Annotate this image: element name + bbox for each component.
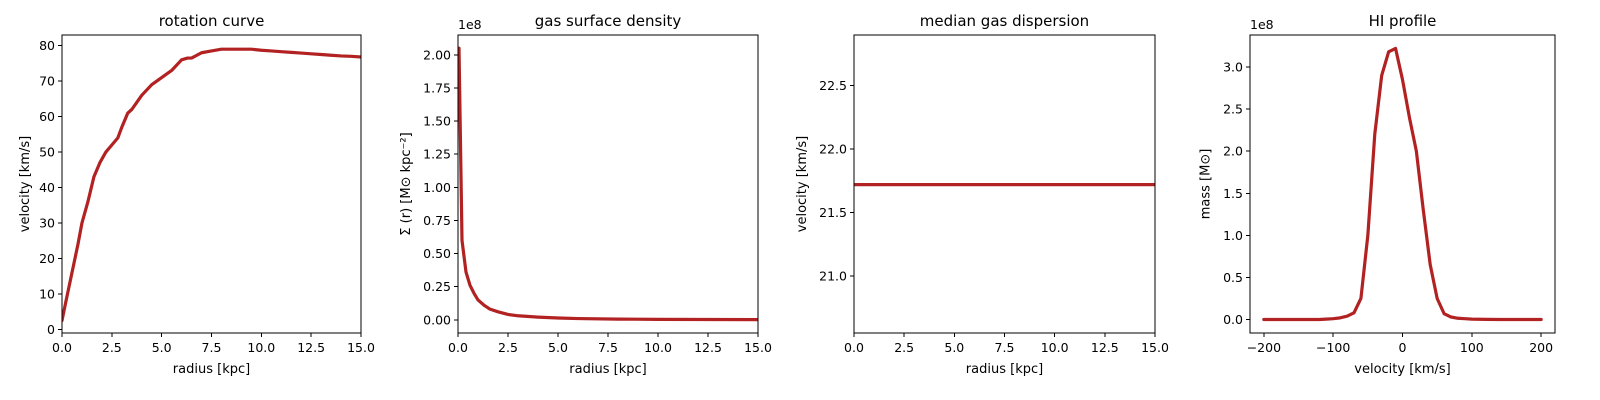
x-tick-label: 0.0 [448, 340, 468, 355]
y-tick-label: 1.25 [423, 147, 451, 162]
x-tick-label: 200 [1529, 340, 1553, 355]
y-tick-label: 0.25 [423, 279, 451, 294]
y-tick-label: 30 [39, 216, 55, 231]
x-tick-label: 12.5 [694, 340, 722, 355]
chart-title: rotation curve [159, 12, 265, 30]
x-tick-label: 7.5 [202, 340, 222, 355]
y-tick-label: 3.0 [1223, 59, 1243, 74]
x-tick-label: 10.0 [644, 340, 672, 355]
x-axis-label: radius [kpc] [569, 362, 646, 377]
y-offset-label: 1e8 [458, 17, 482, 32]
y-axis-label: Σ (r) [M⊙ kpc⁻²] [399, 132, 414, 235]
panel-gas-surface-density: gas surface density 1e8 0.0 2.5 5.0 7.5 10.0 12… [399, 12, 772, 377]
x-tick-label: 2.5 [894, 340, 914, 355]
y-tick-label: 0.00 [423, 312, 451, 327]
series-line [62, 47, 361, 323]
x-tick-label: 0 [1399, 340, 1407, 355]
y-tick-label: 80 [39, 38, 55, 53]
x-tick-label: 15.0 [1141, 340, 1169, 355]
x-tick-label: −100 [1316, 340, 1350, 355]
panel-median-gas-dispersion: median gas dispersion 0.0 2.5 5.0 7.5 10.0 12.… [795, 12, 1169, 377]
y-tick-label: 21.5 [819, 205, 847, 220]
y-tick-label: 22.5 [819, 78, 847, 93]
x-tick-label: 5.0 [152, 340, 172, 355]
y-axis-label: velocity [km/s] [18, 136, 33, 232]
plot-frame [457, 34, 759, 334]
y-tick-label: 50 [39, 145, 55, 160]
y-tick-label: 10 [39, 286, 55, 301]
y-tick-label: 20 [39, 251, 55, 266]
x-axis-label: radius [kpc] [966, 362, 1043, 377]
x-tick-label: 15.0 [347, 340, 375, 355]
y-tick-label: 1.50 [423, 114, 451, 129]
y-axis-label: mass [M⊙] [1199, 149, 1214, 220]
y-tick-label: 0.50 [423, 246, 451, 261]
chart-title: median gas dispersion [920, 12, 1089, 30]
panel-hi-profile: HI profile 1e8 −200 −100 0 100 200 0.0 0.5 1.0 1.5… [1199, 12, 1556, 377]
y-tick-label: 0.75 [423, 213, 451, 228]
y-tick-label: 2.0 [1223, 144, 1243, 159]
plot-frame [61, 34, 362, 334]
x-tick-label: 5.0 [548, 340, 568, 355]
x-tick-label: 12.5 [1091, 340, 1119, 355]
y-tick-label: 1.00 [423, 180, 451, 195]
y-tick-label: 2.00 [423, 47, 451, 62]
x-tick-label: 15.0 [744, 340, 772, 355]
y-axis-label: velocity [km/s] [795, 136, 810, 232]
x-tick-label: 0.0 [52, 340, 72, 355]
y-tick-label: 40 [39, 180, 55, 195]
y-tick-label: 0.5 [1223, 270, 1243, 285]
x-tick-label: 0.0 [844, 340, 864, 355]
x-tick-label: 7.5 [995, 340, 1015, 355]
chart-title: HI profile [1369, 12, 1437, 30]
y-tick-label: 1.5 [1223, 186, 1243, 201]
y-tick-label: 22.0 [819, 142, 847, 157]
x-axis-label: velocity [km/s] [1354, 362, 1450, 377]
y-tick-label: 60 [39, 109, 55, 124]
x-tick-label: 2.5 [102, 340, 122, 355]
x-tick-label: 10.0 [247, 340, 275, 355]
x-tick-label: 2.5 [498, 340, 518, 355]
y-tick-label: 0 [47, 322, 55, 337]
y-offset-label: 1e8 [1250, 17, 1274, 32]
x-axis-label: radius [kpc] [173, 362, 250, 377]
panel-rotation-curve: rotation curve 0.0 2.5 5.0 7.5 10.0 12.5 15.0 0 1… [18, 12, 375, 377]
chart-title: gas surface density [535, 12, 682, 30]
x-tick-label: 100 [1460, 340, 1484, 355]
x-tick-label: 7.5 [598, 340, 618, 355]
series-line [458, 46, 758, 322]
y-tick-label: 21.0 [819, 268, 847, 283]
y-tick-label: 1.0 [1223, 228, 1243, 243]
x-tick-label: 10.0 [1041, 340, 1069, 355]
x-tick-label: 12.5 [297, 340, 325, 355]
x-tick-label: −200 [1247, 340, 1281, 355]
series-line [1262, 46, 1543, 322]
y-tick-label: 2.5 [1223, 102, 1243, 117]
y-tick-label: 70 [39, 74, 55, 89]
x-tick-label: 5.0 [944, 340, 964, 355]
y-tick-label: 0.0 [1223, 312, 1243, 327]
y-tick-label: 1.75 [423, 80, 451, 95]
